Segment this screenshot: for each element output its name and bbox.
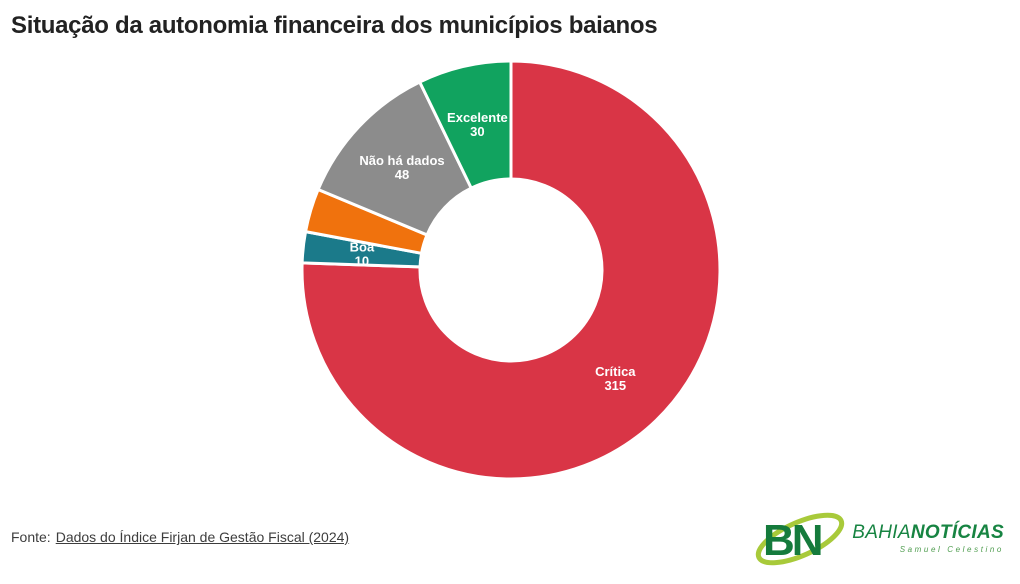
donut-slice-critica [300,59,722,481]
brand-tagline: Samuel Celestino [899,545,1004,554]
brand-name-noticias: NOTÍCIAS [910,522,1004,543]
donut-slice-excelente [418,59,513,190]
chart-title: Situação da autonomia financeira dos mun… [11,12,658,39]
source-link[interactable]: Dados do Índice Firjan de Gestão Fiscal … [55,529,350,545]
bn-logo-letters: BN [763,516,821,565]
source-label: Fonte: [11,529,51,545]
slice-label-excelente: Excelente 30 [447,110,508,139]
slice-label-critica: Crítica 315 [595,364,636,393]
logo-swoosh-icon [756,512,845,566]
bn-logo-mark: BN [756,512,845,566]
brand-name-bahia: BAHIA [852,522,911,543]
brand-logo: BN BAHIANOTÍCIAS Samuel Celestino [752,502,1004,574]
brand-name: BAHIANOTÍCIAS [852,522,1004,544]
slice-label-nao-ha-dados: Não há dados 48 [359,153,444,182]
source-note: Fonte: Dados do Índice Firjan de Gestão F… [11,529,349,545]
brand-text: BAHIANOTÍCIAS Samuel Celestino [852,522,1004,554]
